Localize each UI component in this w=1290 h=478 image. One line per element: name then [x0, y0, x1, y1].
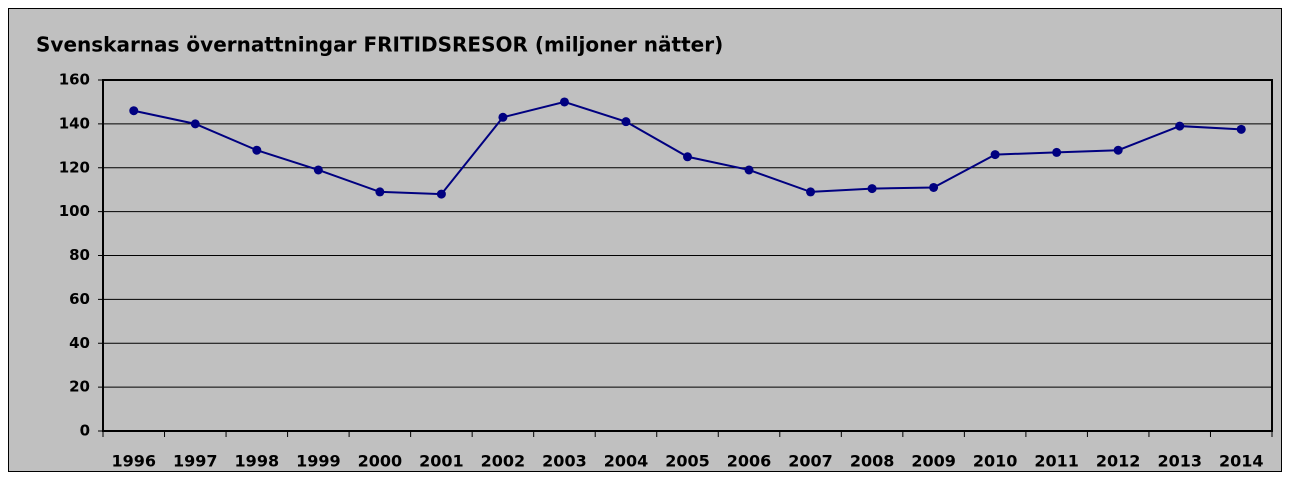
y-tick-label: 20: [69, 378, 90, 396]
y-tick-label: 60: [69, 290, 90, 308]
x-tick-label: 1997: [173, 452, 218, 471]
data-point: [806, 187, 816, 197]
x-tick-label: 2009: [911, 452, 956, 471]
y-tick-label: 100: [59, 202, 90, 220]
y-tick-label: 80: [69, 246, 90, 264]
x-tick-label: 1996: [111, 452, 156, 471]
x-tick-label: 2010: [973, 452, 1018, 471]
y-tick-label: 140: [59, 114, 90, 132]
x-tick-label: 2004: [604, 452, 649, 471]
y-tick-label: 160: [59, 71, 90, 89]
data-point: [559, 97, 569, 107]
x-tick-label: 2000: [358, 452, 403, 471]
x-tick-label: 2002: [481, 452, 526, 471]
data-point: [990, 150, 1000, 160]
data-point: [375, 187, 385, 197]
x-tick-label: 1999: [296, 452, 341, 471]
data-point: [129, 106, 139, 116]
chart-title: Svenskarnas övernattningar FRITIDSRESOR …: [36, 33, 723, 57]
plot-border: [102, 79, 1273, 432]
data-point: [683, 152, 692, 162]
data-point: [1175, 121, 1185, 131]
x-tick-label: 2013: [1157, 452, 1202, 471]
data-point: [436, 189, 446, 199]
data-point: [867, 184, 877, 194]
x-tick-label: 1998: [235, 452, 280, 471]
y-tick-label: 120: [59, 158, 90, 176]
data-point: [1113, 145, 1123, 155]
data-point: [621, 117, 631, 127]
x-tick-label: 2005: [665, 452, 710, 471]
data-point: [929, 182, 939, 192]
x-tick-label: 2007: [788, 452, 833, 471]
data-point: [190, 119, 200, 129]
x-tick-label: 2014: [1219, 452, 1264, 471]
data-point: [498, 112, 508, 122]
data-point: [744, 165, 754, 175]
data-point: [313, 165, 323, 175]
x-tick-label: 2006: [727, 452, 772, 471]
x-tick-label: 2001: [419, 452, 464, 471]
x-tick-label: 2012: [1096, 452, 1141, 471]
y-tick-label: 40: [69, 334, 90, 352]
data-point: [1052, 147, 1062, 157]
x-tick-label: 2008: [850, 452, 895, 471]
y-tick-label: 0: [80, 422, 90, 440]
x-tick-label: 2011: [1034, 452, 1079, 471]
data-point: [252, 145, 262, 155]
x-tick-label: 2003: [542, 452, 587, 471]
chart-background: [8, 8, 1282, 472]
data-point: [1236, 124, 1246, 134]
